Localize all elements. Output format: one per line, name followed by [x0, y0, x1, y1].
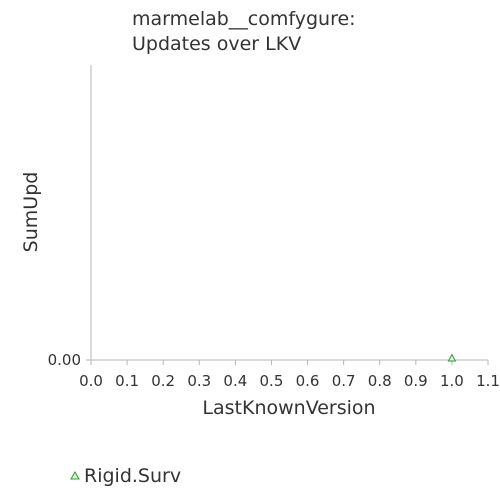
- x-tick-label: 1.1: [476, 372, 500, 390]
- x-tick-label: 0.0: [79, 372, 103, 390]
- chart-title-line-2: Updates over LKV: [132, 33, 302, 55]
- legend: Rigid.Surv: [68, 465, 181, 487]
- data-points: [447, 353, 457, 362]
- y-axis-ticks: 0.00: [48, 351, 91, 369]
- triangle-icon: [70, 470, 80, 480]
- legend-item-label: Rigid.Surv: [84, 465, 182, 487]
- x-tick-label: 0.9: [404, 372, 428, 390]
- chart-title-line-1: marmelab__comfygure:: [132, 8, 356, 30]
- x-tick-label: 0.1: [115, 372, 139, 390]
- y-tick-label: 0.00: [48, 351, 81, 369]
- x-tick-label: 0.3: [187, 372, 211, 390]
- x-tick-label: 0.2: [151, 372, 175, 390]
- x-tick-label: 0.7: [332, 372, 356, 390]
- x-tick-label: 0.6: [296, 372, 320, 390]
- x-tick-label: 0.8: [368, 372, 392, 390]
- x-axis-label: LastKnownVersion: [202, 397, 375, 419]
- x-tick-label: 0.4: [223, 372, 247, 390]
- x-tick-label: 0.5: [260, 372, 284, 390]
- x-tick-label: 1.0: [440, 372, 464, 390]
- data-point-triangle: [447, 353, 457, 362]
- y-axis-label: SumUpd: [20, 172, 42, 253]
- chart-title: marmelab__comfygure: Updates over LKV: [132, 7, 356, 57]
- x-axis-ticks: 0.0 0.1 0.2 0.3 0.4 0.5 0.6 0.7 0.8 0.9 1.0 1.1: [79, 360, 500, 390]
